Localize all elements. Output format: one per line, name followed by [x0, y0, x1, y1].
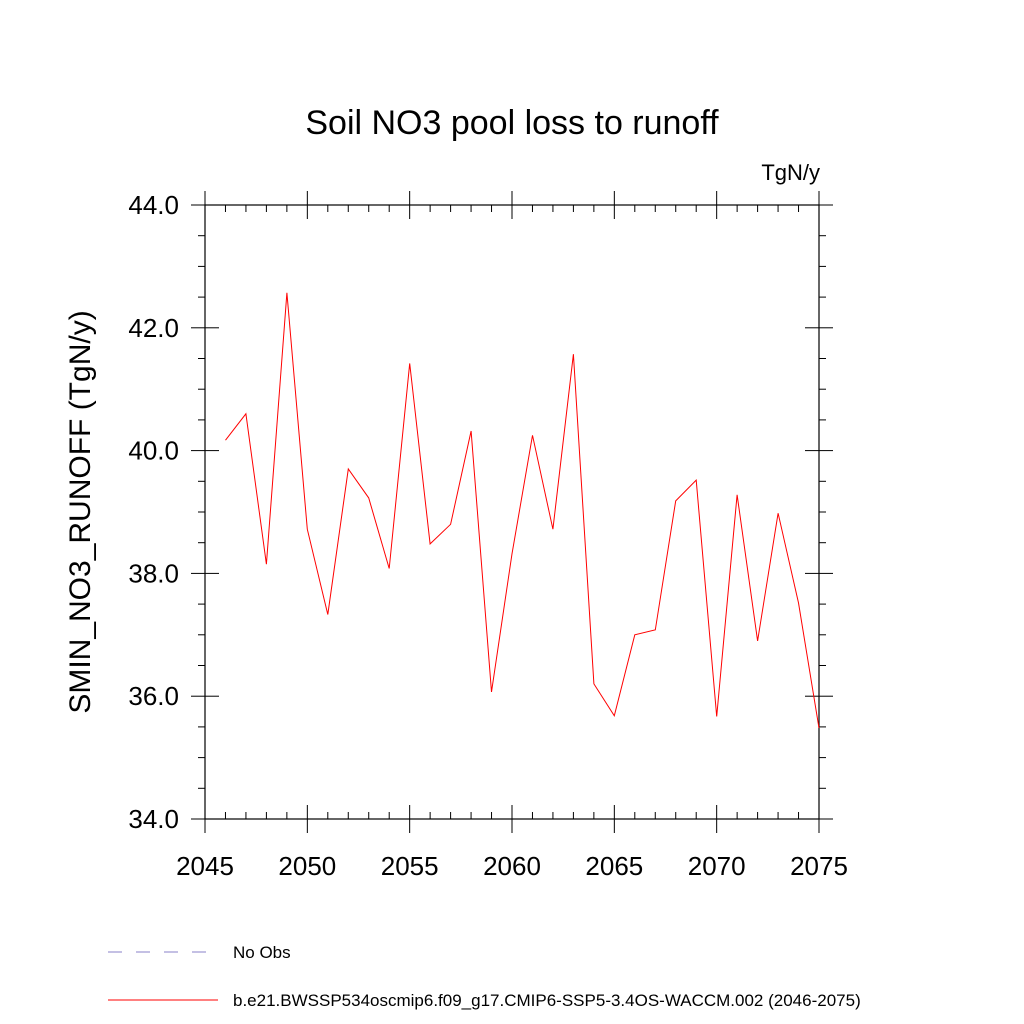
legend: No Obs b.e21.BWSSP534oscmip6.f09_g17.CMI… — [108, 943, 861, 1010]
y-tick-label: 40.0 — [128, 436, 179, 466]
x-tick-label: 2050 — [278, 851, 336, 881]
y-tick-label: 36.0 — [128, 681, 179, 711]
legend-label-model-run: b.e21.BWSSP534oscmip6.f09_g17.CMIP6-SSP5… — [233, 991, 861, 1010]
plot-frame — [204, 204, 820, 820]
units-label: TgN/y — [761, 160, 820, 185]
x-tick-label: 2060 — [483, 851, 541, 881]
chart-title: Soil NO3 pool loss to runoff — [305, 104, 719, 142]
y-tick-label: 38.0 — [128, 558, 179, 588]
legend-label-no-obs: No Obs — [233, 943, 291, 962]
series-layer — [225, 292, 820, 729]
x-tick-label: 2070 — [688, 851, 746, 881]
x-tick-label: 2065 — [585, 851, 643, 881]
x-tick-label: 2075 — [790, 851, 848, 881]
series-line — [225, 292, 820, 729]
axis-ticks — [191, 191, 833, 833]
y-tick-label: 44.0 — [128, 190, 179, 220]
y-tick-label: 42.0 — [128, 313, 179, 343]
axis-tick-labels: 2045 2050 2055 2060 2065 2070 2075 34.0 36.0 38.0… — [128, 190, 848, 881]
x-tick-label: 2055 — [381, 851, 439, 881]
x-tick-label: 2045 — [176, 851, 234, 881]
y-tick-label: 34.0 — [128, 804, 179, 834]
y-axis-label: SMIN_NO3_RUNOFF (TgN/y) — [64, 310, 97, 713]
